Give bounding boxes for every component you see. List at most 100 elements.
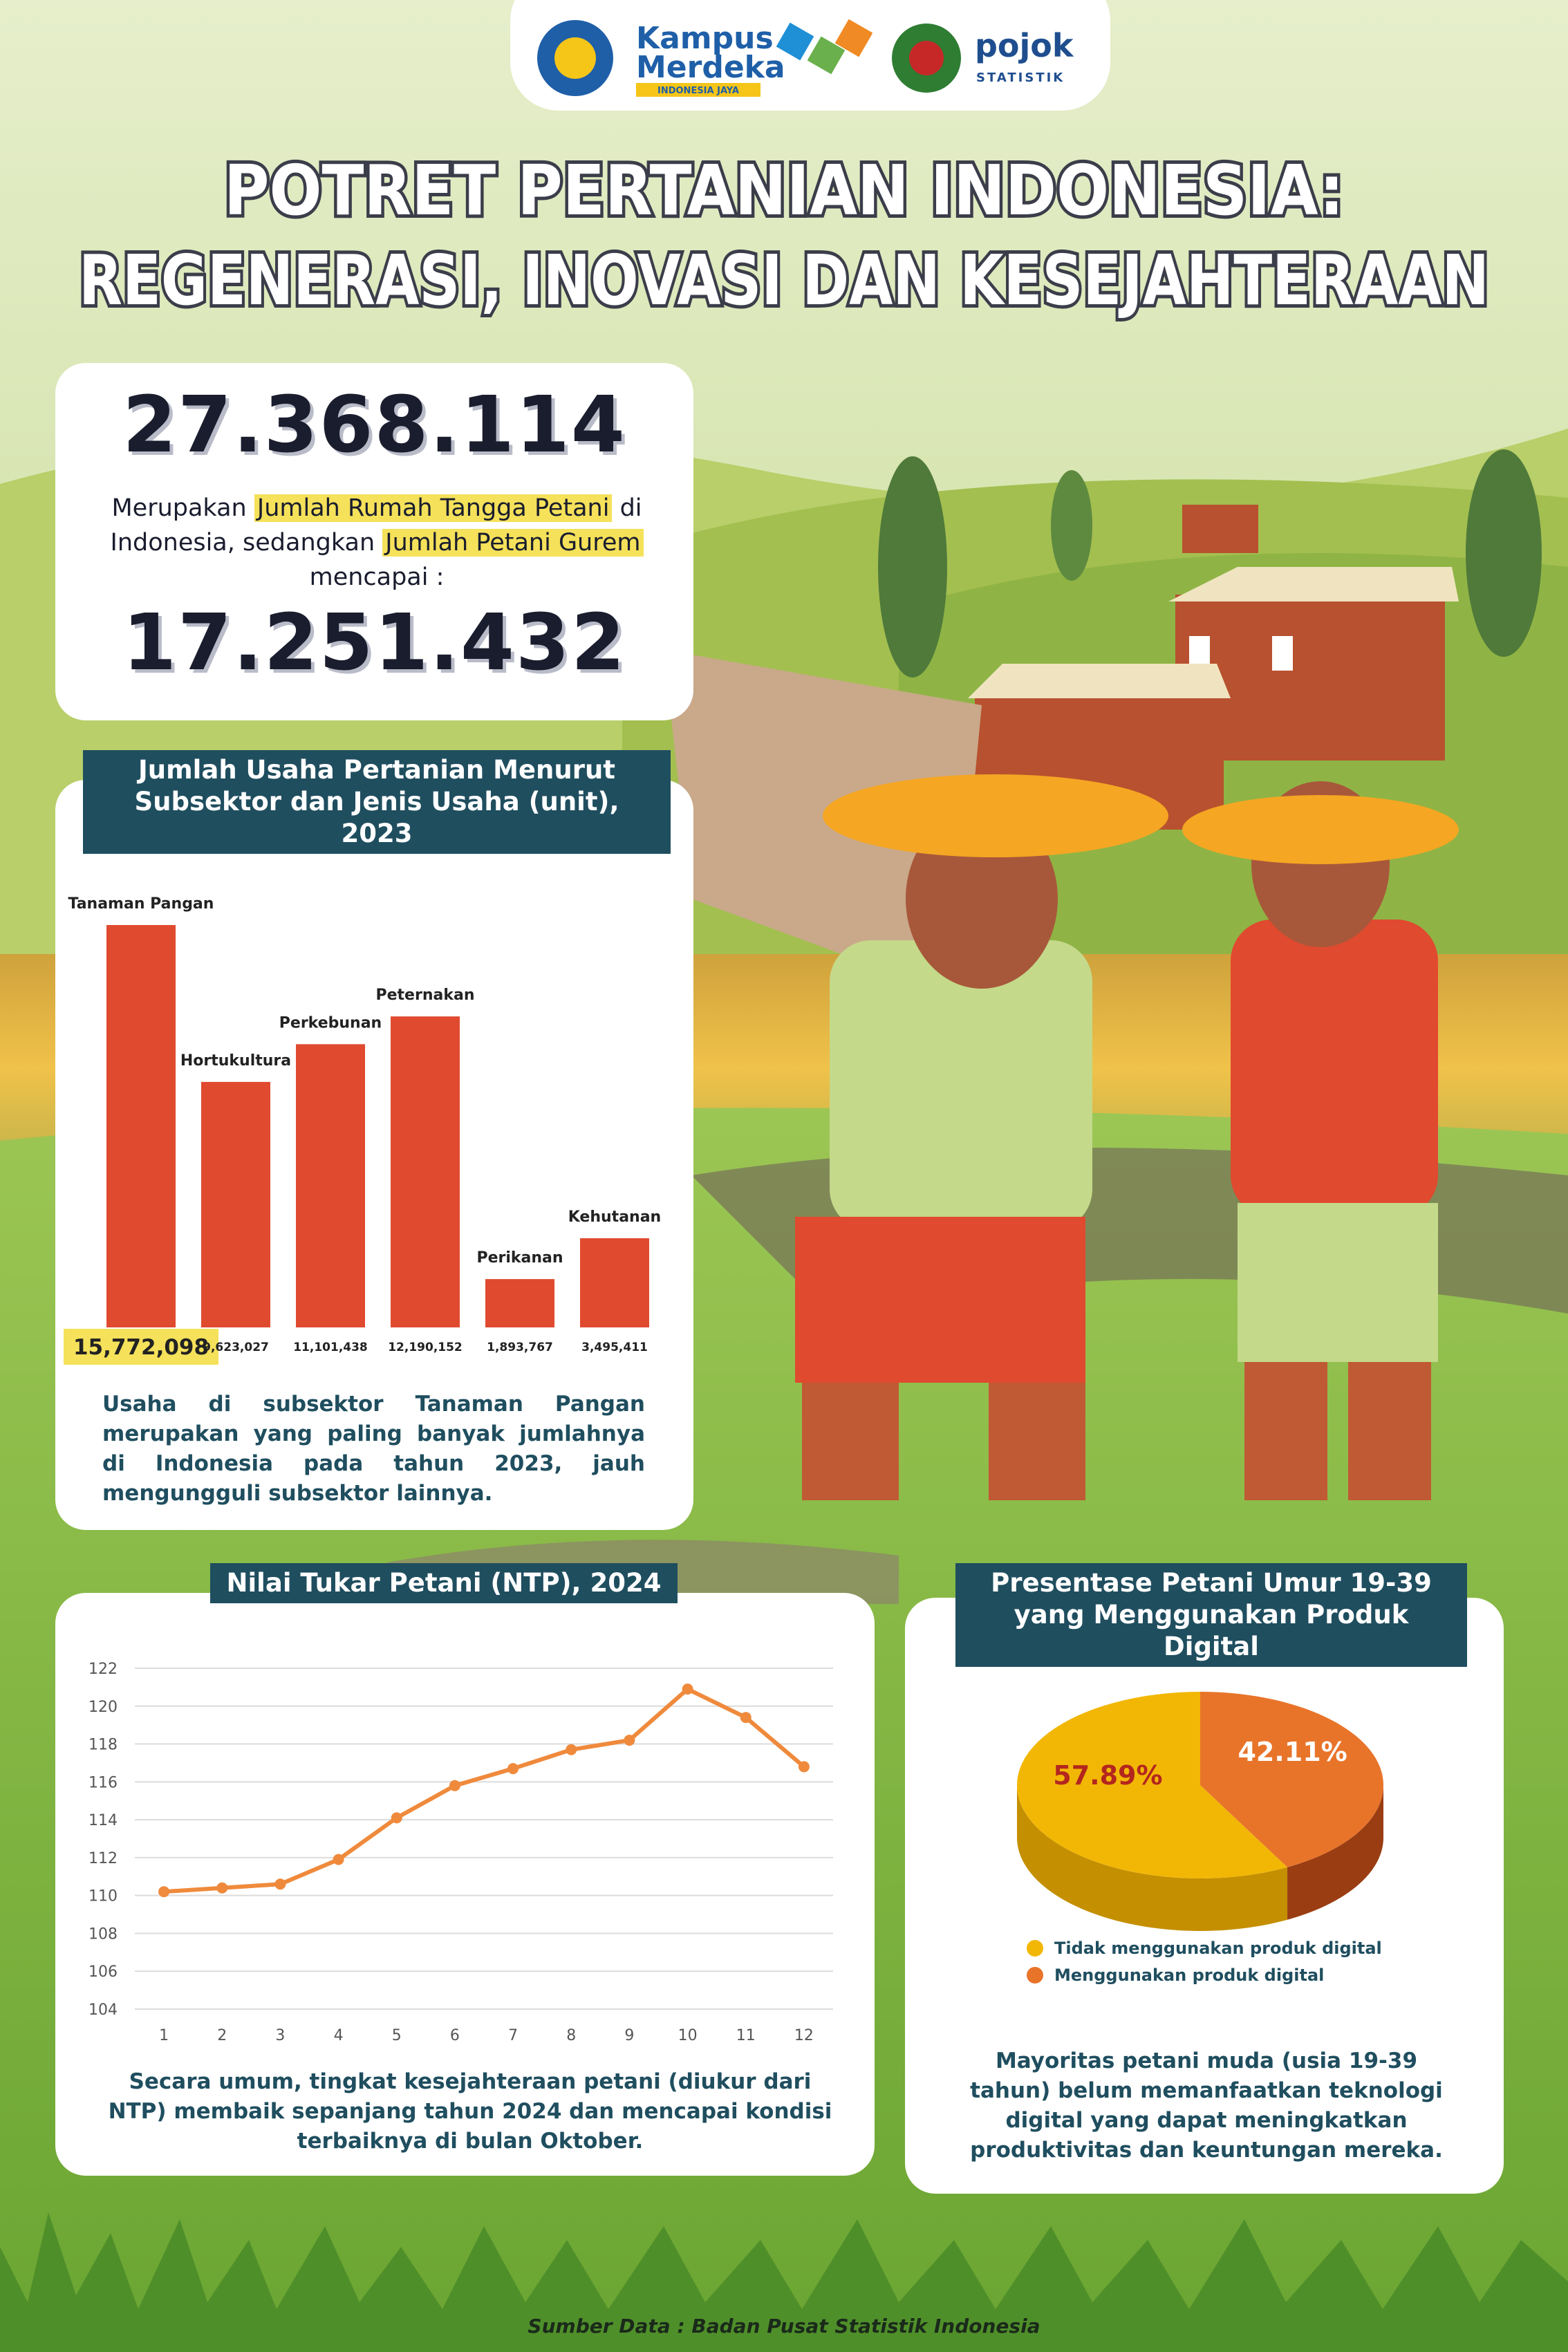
y-tick-label: 120: [88, 1699, 118, 1716]
pie-side: [1017, 1785, 1288, 1931]
tree: [1466, 449, 1542, 657]
value-label: 12,190,152: [388, 1341, 463, 1354]
x-tick-label: 1: [159, 2027, 169, 2044]
point: [507, 1763, 519, 1775]
point: [391, 1812, 402, 1824]
x-tick-label: 8: [566, 2027, 576, 2044]
y-tick-label: 110: [88, 1888, 118, 1905]
tree: [1051, 470, 1092, 581]
x-tick-label: 6: [450, 2027, 460, 2044]
category-label: Perikanan: [476, 1249, 563, 1267]
pie-slice: [1200, 1692, 1383, 1867]
y-tick-label: 122: [88, 1661, 118, 1678]
category-label: Perkebunan: [279, 1014, 382, 1032]
value-label: 57.89%: [1053, 1760, 1162, 1791]
logo-bps: [776, 19, 873, 75]
stats-text-part: mencapai :: [309, 563, 445, 591]
households-number: 27.368.114: [122, 380, 626, 470]
highlight: Jumlah Rumah Tangga Petani: [254, 494, 613, 522]
point: [566, 1744, 577, 1755]
pie-side: [1287, 1785, 1383, 1920]
chart-title: Nilai Tukar Petani (NTP), 2024: [210, 1563, 678, 1603]
y-tick-label: 106: [88, 1963, 118, 1981]
category-label: Tanaman Pangan: [68, 895, 214, 913]
value-label: 3,495,411: [581, 1341, 648, 1354]
chart-note: Usaha di subsektor Tanaman Pangan merupa…: [102, 1392, 645, 1506]
highlight: Jumlah Petani Gurem: [382, 529, 644, 557]
y-tick-label: 104: [88, 2001, 118, 2019]
bar: [106, 925, 176, 1327]
x-tick-label: 10: [678, 2027, 698, 2044]
point: [740, 1712, 752, 1724]
legend-label: Tidak menggunakan produk digital: [1054, 1939, 1382, 1958]
tree: [878, 456, 947, 678]
grass: [0, 2212, 1568, 2352]
x-tick-label: 11: [736, 2027, 756, 2044]
line-card: [55, 1593, 875, 2176]
bar: [391, 1016, 460, 1327]
title: POTRET PERTANIAN INDONESIA:: [224, 150, 1344, 231]
x-tick-label: 4: [334, 2027, 344, 2044]
value-label: 11,101,438: [293, 1341, 368, 1354]
stats-text-part: Merupakan: [111, 494, 247, 522]
value-label: 9,623,027: [203, 1341, 269, 1354]
logo-text: Kampus: [636, 21, 774, 56]
line: [163, 1686, 805, 1894]
value-label: 1,893,767: [487, 1341, 553, 1354]
stats-text: Merupakan Jumlah Rumah Tangga Petani di …: [86, 491, 667, 595]
x-tick-label: 5: [392, 2027, 402, 2044]
source: Sumber Data : Badan Pusat Statistik Indo…: [528, 2315, 1040, 2337]
point: [274, 1878, 286, 1890]
point: [158, 1886, 170, 1898]
value-label: 42.11%: [1238, 1737, 1347, 1767]
stats-text-part: di Indonesia, sedangkan: [110, 494, 642, 557]
legend-marker: [1027, 1967, 1043, 1984]
point: [333, 1854, 344, 1865]
chart-note: Mayoritas petani muda (usia 19-39 tahun)…: [970, 2048, 1443, 2163]
bar: [296, 1044, 365, 1327]
legend-marker: [1027, 1940, 1043, 1957]
legend-label: Menggunakan produk digital: [1054, 1966, 1324, 1985]
logo-text: Merdeka: [636, 50, 785, 85]
category-label: Hortukultura: [180, 1052, 291, 1070]
x-tick-label: 9: [624, 2027, 634, 2044]
logo-text: STATISTIK: [976, 71, 1065, 85]
x-tick-label: 2: [217, 2027, 227, 2044]
house: [1182, 505, 1258, 553]
logo-text: pojok: [975, 27, 1074, 64]
bar: [485, 1279, 554, 1327]
chart-note: Secara umum, tingkat kesejahteraan petan…: [108, 2069, 832, 2154]
logo-strip: [636, 83, 760, 97]
value-label: 15,772,098: [73, 1335, 209, 1360]
logo-emblem: [909, 41, 944, 75]
y-tick-label: 108: [88, 1925, 118, 1943]
point: [798, 1761, 810, 1773]
logo-text: INDONESIA JAYA: [657, 86, 739, 96]
chart-title: Presentase Petani Umur 19-39 yang Menggu…: [955, 1563, 1467, 1667]
point: [216, 1882, 228, 1894]
category-label: Peternakan: [376, 987, 475, 1004]
point: [449, 1780, 460, 1791]
title: REGENERASI, INOVASI DAN KESEJAHTERAAN: [79, 240, 1489, 321]
logo-emblem: [554, 37, 596, 79]
point: [682, 1683, 693, 1695]
y-tick-label: 114: [88, 1812, 118, 1829]
point: [624, 1735, 635, 1746]
category-label: Kehutanan: [568, 1208, 661, 1226]
x-tick-label: 3: [275, 2027, 285, 2044]
y-tick-label: 118: [88, 1737, 118, 1754]
gurem-number: 17.251.432: [122, 598, 626, 688]
pie-slice: [1017, 1692, 1288, 1878]
x-tick-label: 7: [508, 2027, 518, 2044]
y-tick-label: 112: [88, 1850, 118, 1867]
bar: [201, 1081, 270, 1327]
chart-title: Jumlah Usaha Pertanian Menurut Subsektor…: [83, 750, 671, 854]
bar: [580, 1238, 649, 1327]
label-highlight: [64, 1329, 218, 1365]
y-tick-label: 116: [88, 1774, 118, 1791]
farmer-illustration: [664, 650, 1459, 1500]
x-tick-label: 12: [794, 2027, 814, 2044]
